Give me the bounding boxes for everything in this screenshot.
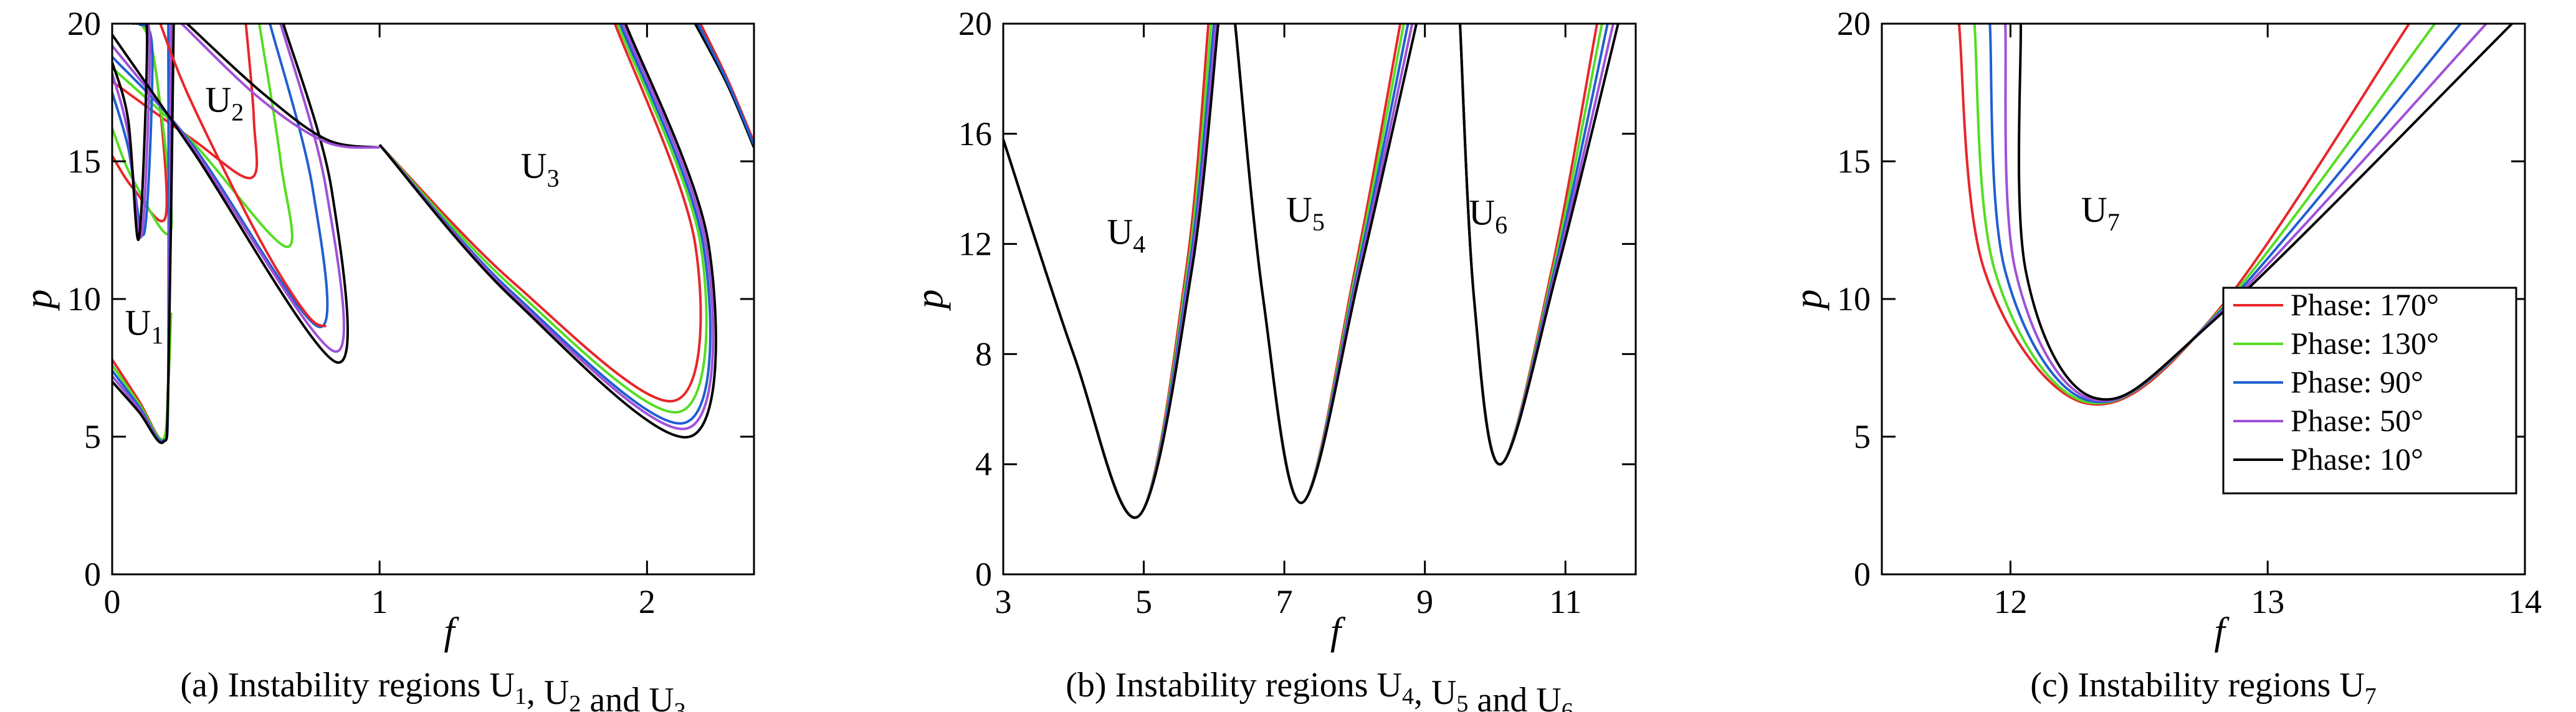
y-tick-label: 4	[975, 445, 992, 483]
y-tick-label: 15	[1837, 143, 1871, 180]
panel-caption: (b) Instability regions U4, U5 and U6	[1066, 666, 1573, 712]
curve-phase-170-region-4	[378, 24, 702, 403]
y-tick-label: 0	[1854, 556, 1871, 593]
y-tick-label: 15	[67, 143, 101, 180]
legend-entry: Phase: 130°	[2291, 326, 2439, 361]
series-phase-130	[1973, 24, 2436, 405]
legend: Phase: 170° Phase: 130°Phase: 90° Phase: 5…	[2222, 287, 2517, 495]
y-tick-label: 5	[1854, 418, 1871, 455]
curve-phase-10-region-1	[2017, 24, 2513, 401]
x-tick-label: 3	[995, 583, 1012, 620]
y-tick-label: 20	[958, 5, 992, 42]
curve-phase-10-region-4	[378, 24, 717, 439]
plot-area	[1003, 24, 1620, 519]
x-tick-label: 5	[1135, 583, 1152, 620]
x-tick-label: 0	[104, 583, 121, 620]
panel-caption: (a) Instability regions U1, U2 and U3	[180, 666, 685, 712]
boundary-line-6	[697, 24, 754, 146]
y-tick-label: 0	[84, 556, 101, 593]
y-tick-label: 5	[84, 418, 101, 455]
region-label: U3	[521, 146, 560, 192]
y-axis-label: p	[17, 290, 60, 311]
curve-phase-10-region-3	[1459, 24, 1620, 466]
curve-phase-50-region-1	[2004, 24, 2488, 402]
y-tick-label: 20	[1837, 5, 1871, 42]
x-tick-label: 13	[2251, 583, 2284, 620]
x-tick-label: 12	[1993, 583, 2027, 620]
curve-phase-170-region-1	[1957, 24, 2410, 406]
axes-frame	[1002, 22, 1637, 576]
x-tick-label: 9	[1416, 583, 1433, 620]
curve-phase-90-region-3	[112, 24, 154, 237]
curve-phase-130-region-1	[1973, 24, 2436, 405]
series-phase-170	[1957, 24, 2410, 406]
region-label: U1	[125, 302, 164, 349]
y-tick-label: 12	[958, 225, 992, 263]
y-tick-label: 20	[67, 5, 101, 42]
x-tick-label: 2	[639, 583, 656, 620]
curve-phase-10-region-1	[1003, 24, 1220, 519]
curve-phase-50-region-3	[112, 24, 151, 239]
series-phase-10	[2017, 24, 2513, 401]
series-phase-10	[1003, 24, 1620, 519]
y-tick-label: 0	[975, 556, 992, 593]
legend-entry: Phase: 10°	[2291, 442, 2423, 477]
boundary-line-3	[181, 24, 380, 149]
boundary-line-1	[159, 24, 327, 328]
series-phase-90	[112, 24, 712, 443]
y-axis-label: p	[909, 290, 951, 311]
series-phase-50	[2004, 24, 2488, 402]
panel-caption: (c) Instability regions U7	[2030, 666, 2377, 710]
legend-entry: Phase: 170°	[2291, 287, 2439, 322]
curve-phase-10-region-3	[112, 24, 148, 242]
x-tick-label: 11	[1549, 583, 1581, 620]
curve-phase-90-region-1	[1988, 24, 2462, 404]
series-phase-90	[1988, 24, 2462, 404]
region-label: U7	[2081, 189, 2120, 236]
y-axis-label: p	[1787, 290, 1829, 311]
region-label: U5	[1286, 189, 1325, 236]
region-label: U2	[205, 79, 244, 126]
region-label: U6	[1469, 192, 1507, 239]
legend-entry: Phase: 50°	[2291, 403, 2423, 438]
legend-entry: Phase: 90°	[2291, 364, 2423, 399]
boundary-line-2	[186, 24, 380, 149]
curve-phase-10-region-2	[1234, 24, 1418, 505]
y-tick-label: 8	[975, 335, 992, 373]
curve-phase-130-region-4	[378, 24, 708, 414]
x-tick-label: 1	[371, 583, 388, 620]
x-tick-label: 7	[1276, 583, 1293, 620]
y-tick-label: 16	[958, 115, 992, 153]
plot-area	[112, 24, 754, 444]
y-tick-label: 10	[1837, 280, 1871, 318]
plot-area	[1957, 24, 2513, 406]
x-tick-label: 14	[2508, 583, 2542, 620]
curve-phase-10-region-1	[112, 24, 175, 444]
region-label: U4	[1107, 212, 1145, 259]
curve-phase-90-region-4	[378, 24, 712, 425]
y-tick-label: 10	[67, 280, 101, 318]
